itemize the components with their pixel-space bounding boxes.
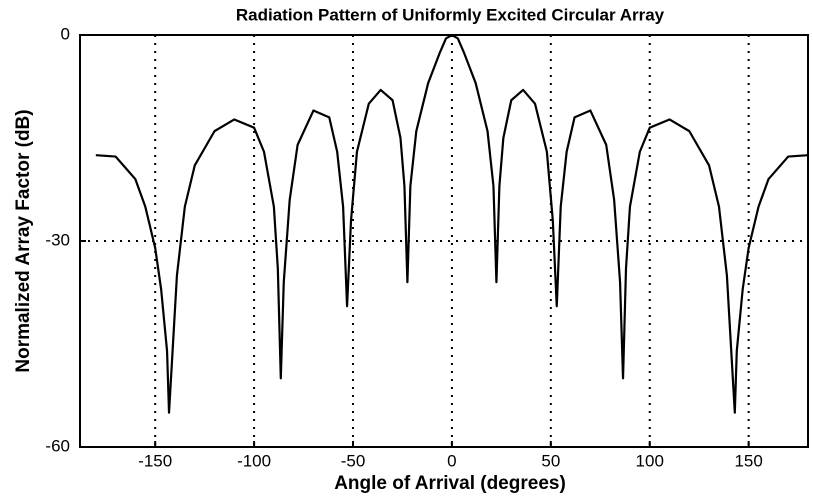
x-tick-label: -100 (237, 451, 271, 470)
x-tick-label: 150 (734, 451, 762, 470)
x-tick-label: -50 (341, 451, 366, 470)
data-line (95, 33, 809, 414)
y-tick-label: -30 (45, 230, 70, 249)
x-tick-label: -150 (138, 451, 172, 470)
chart-title: Radiation Pattern of Uniformly Excited C… (236, 5, 665, 24)
x-tick-label: 50 (541, 451, 560, 470)
x-tick-label: 0 (447, 451, 456, 470)
y-tick-label: 0 (61, 24, 70, 43)
y-axis-label: Normalized Array Factor (dB) (13, 109, 34, 372)
plot-frame (79, 34, 809, 448)
x-tick-label: 100 (636, 451, 664, 470)
y-tick-label: -60 (45, 436, 70, 455)
x-axis-label: Angle of Arrival (degrees) (334, 473, 566, 494)
